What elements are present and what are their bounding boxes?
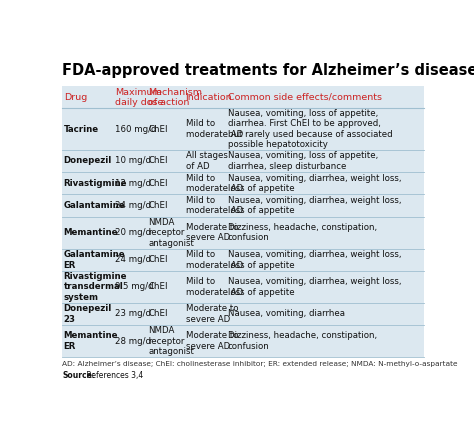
Text: ChEI: ChEI	[148, 282, 168, 291]
Text: Nausea, vomiting, loss of appetite,
diarrhea, sleep disturbance: Nausea, vomiting, loss of appetite, diar…	[228, 151, 378, 170]
Text: 160 mg/d: 160 mg/d	[115, 125, 156, 134]
Text: 12 mg/d: 12 mg/d	[115, 179, 151, 188]
Text: Drug: Drug	[64, 93, 87, 102]
Text: ChEI: ChEI	[148, 309, 168, 319]
Text: 10 mg/d: 10 mg/d	[115, 156, 151, 165]
Text: All stages
of AD: All stages of AD	[186, 151, 228, 170]
Text: Mild to
moderate AD: Mild to moderate AD	[186, 250, 243, 270]
Text: Nausea, vomiting, diarrhea: Nausea, vomiting, diarrhea	[228, 309, 345, 319]
Text: ChEI: ChEI	[148, 255, 168, 264]
Text: Common side effects/comments: Common side effects/comments	[228, 93, 382, 102]
Text: Nausea, vomiting, diarrhea, weight loss,
loss of appetite: Nausea, vomiting, diarrhea, weight loss,…	[228, 250, 401, 270]
Text: Memantine: Memantine	[64, 228, 118, 237]
Text: Mild to
moderate AD: Mild to moderate AD	[186, 277, 243, 297]
Text: Donepezil: Donepezil	[64, 156, 112, 165]
Text: Galantamine
ER: Galantamine ER	[64, 250, 125, 270]
Text: 28 mg/d: 28 mg/d	[115, 336, 151, 346]
Text: Tacrine: Tacrine	[64, 125, 99, 134]
Text: Nausea, vomiting, loss of appetite,
diarrhea. First ChEI to be approved,
but rar: Nausea, vomiting, loss of appetite, diar…	[228, 109, 392, 149]
Text: Mild to
moderate AD: Mild to moderate AD	[186, 173, 243, 193]
Text: NMDA
receptor
antagonist: NMDA receptor antagonist	[148, 326, 194, 356]
Text: FDA-approved treatments for Alzheimer’s disease: FDA-approved treatments for Alzheimer’s …	[62, 62, 474, 77]
Text: Memantine
ER: Memantine ER	[64, 331, 118, 351]
Text: 20 mg/d: 20 mg/d	[115, 228, 151, 237]
Text: 23 mg/d: 23 mg/d	[115, 309, 151, 319]
Text: NMDA
receptor
antagonist: NMDA receptor antagonist	[148, 218, 194, 248]
Bar	[62, 86, 424, 357]
Text: ChEI: ChEI	[148, 201, 168, 210]
Text: Mild to
moderate AD: Mild to moderate AD	[186, 196, 243, 215]
Text: Nausea, vomiting, diarrhea, weight loss,
loss of appetite: Nausea, vomiting, diarrhea, weight loss,…	[228, 277, 401, 297]
Text: Moderate to
severe AD: Moderate to severe AD	[186, 331, 238, 351]
Text: Source:: Source:	[62, 371, 95, 380]
Text: AD: Alzheimer’s disease; ChEI: cholinesterase inhibitor; ER: extended release; N: AD: Alzheimer’s disease; ChEI: cholinest…	[62, 361, 458, 367]
Text: Mild to
moderate AD: Mild to moderate AD	[186, 119, 243, 139]
Text: Galantamine: Galantamine	[64, 201, 125, 210]
Text: Nausea, vomiting, diarrhea, weight loss,
loss of appetite: Nausea, vomiting, diarrhea, weight loss,…	[228, 196, 401, 215]
Text: ChEI: ChEI	[148, 125, 168, 134]
Text: Maximum
daily dose: Maximum daily dose	[115, 87, 164, 107]
Text: 24 mg/d: 24 mg/d	[115, 255, 151, 264]
Text: ChEI: ChEI	[148, 156, 168, 165]
Text: Rivastigmine: Rivastigmine	[64, 179, 127, 188]
Text: ChEI: ChEI	[148, 179, 168, 188]
Text: Rivastigmine
transdermal
system: Rivastigmine transdermal system	[64, 272, 127, 302]
Text: Dizziness, headache, constipation,
confusion: Dizziness, headache, constipation, confu…	[228, 331, 377, 351]
Text: Nausea, vomiting, diarrhea, weight loss,
loss of appetite: Nausea, vomiting, diarrhea, weight loss,…	[228, 173, 401, 193]
Text: Dizziness, headache, constipation,
confusion: Dizziness, headache, constipation, confu…	[228, 223, 377, 243]
Text: Moderate to
severe AD: Moderate to severe AD	[186, 223, 238, 243]
Text: Indication: Indication	[186, 93, 232, 102]
Text: References 3,4: References 3,4	[84, 371, 144, 380]
Text: 24 mg/d: 24 mg/d	[115, 201, 151, 210]
Text: 9.5 mg/d: 9.5 mg/d	[115, 282, 154, 291]
Text: Moderate to
severe AD: Moderate to severe AD	[186, 304, 238, 324]
Text: Donepezil
23: Donepezil 23	[64, 304, 112, 324]
Text: Mechanism
of action: Mechanism of action	[148, 87, 202, 107]
